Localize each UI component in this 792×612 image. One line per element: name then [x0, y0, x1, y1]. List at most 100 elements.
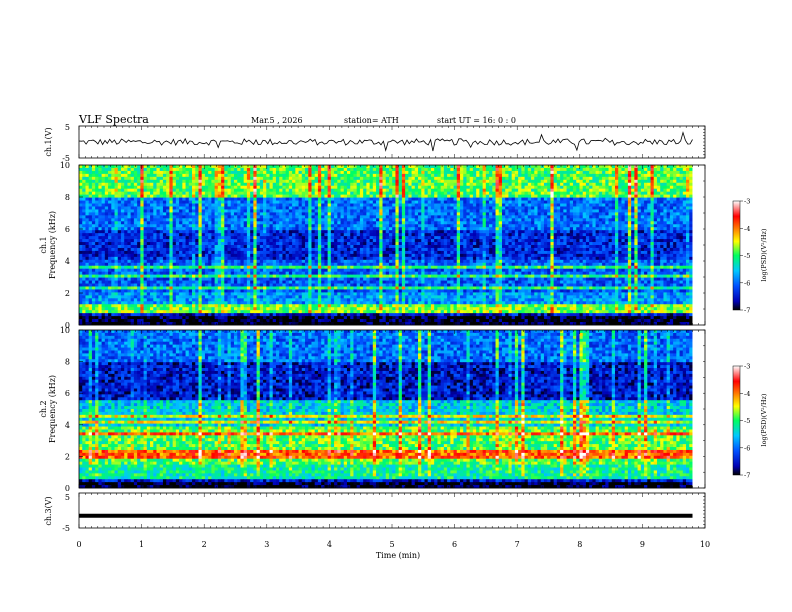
ch1-spectrogram-cell — [595, 176, 600, 181]
ch1-spectrogram-cell — [388, 203, 393, 207]
ch1-spectrogram-cell — [188, 209, 193, 213]
ch1-spectrogram-cell — [430, 236, 435, 240]
ch1-spectrogram-cell — [224, 221, 228, 225]
ch1-spectrogram-cell — [140, 170, 144, 175]
ch1-spectrogram-cell — [217, 191, 222, 196]
ch1-spectrogram-cell — [285, 212, 290, 216]
ch1-spectrogram-cell — [469, 203, 474, 207]
ch1-spectrogram-cell — [311, 221, 316, 225]
ch1-spectrogram-cell — [369, 218, 374, 222]
ch1-spectrogram-cell — [605, 179, 609, 184]
ch1-spectrogram-cell — [405, 176, 409, 181]
ch1-spectrogram-cell — [188, 167, 193, 172]
ch1-spectrogram-cell — [130, 167, 135, 172]
ch1-spectrogram-cell — [566, 230, 571, 234]
ch1-spectrogram-cell — [679, 230, 684, 234]
ch1-spectrogram-cell — [514, 188, 519, 193]
ch1-spectrogram-cell — [343, 170, 348, 175]
ch1-spectrogram-cell — [156, 206, 161, 210]
ch1-spectrogram-cell — [463, 165, 467, 169]
ch1-spectrogram-cell — [182, 185, 186, 190]
ch1-spectrogram-cell — [201, 227, 206, 231]
ch1-spectrogram-cell — [192, 165, 196, 169]
ch1-spectrogram-cell — [192, 197, 196, 201]
ch1-spectrogram-cell — [279, 221, 283, 225]
ch1-spectrogram-cell — [379, 170, 383, 175]
ch1-spectrogram-cell — [188, 188, 193, 193]
ch1-spectrogram-cell — [611, 221, 616, 225]
ch1-spectrogram-cell — [518, 221, 522, 225]
ch1-spectrogram-cell — [282, 191, 287, 196]
ch1-spectrogram-cell — [91, 233, 96, 237]
ch1-spectrogram-cell — [359, 209, 364, 213]
ch1-spectrogram-cell — [453, 191, 458, 196]
ch1-spectrogram-cell — [621, 176, 626, 181]
ch1-spectrogram-cell — [263, 215, 267, 219]
ch1-spectrogram-cell — [295, 218, 299, 222]
ch1-spectrogram-cell — [288, 182, 293, 187]
ch1-spectrogram-cell — [501, 173, 506, 178]
ch1-spectrogram-cell — [650, 176, 655, 181]
ch1-spectrogram-cell — [253, 200, 257, 204]
ch1-spectrogram-cell — [82, 179, 86, 184]
ch1-spectrogram-cell — [327, 176, 332, 181]
ch1-spectrogram-cell — [159, 212, 164, 216]
ch1-spectrogram-cell — [363, 224, 367, 228]
ch1-spectrogram-cell — [637, 197, 642, 201]
ch1-spectrogram-cell — [569, 191, 574, 196]
ch1-spectrogram-cell — [88, 230, 93, 234]
ch1-spectrogram-cell — [676, 179, 680, 184]
ch1-spectrogram-cell — [221, 218, 225, 222]
ch1-spectrogram-cell — [272, 212, 277, 216]
ch1-spectrogram-cell — [666, 167, 671, 172]
ch1-spectrogram-cell — [301, 236, 306, 240]
ch1-spectrogram-cell — [324, 227, 329, 231]
ch1-spectrogram-cell — [385, 173, 390, 178]
ch1-spectrogram-cell — [450, 179, 454, 184]
ch1-spectrogram-cell — [576, 227, 580, 231]
ch1-spectrogram-cell — [356, 227, 361, 231]
ch1-spectrogram-cell — [91, 215, 96, 219]
ch1-spectrogram-cell — [640, 227, 645, 231]
ch1-spectrogram-cell — [679, 233, 684, 237]
ch1-spectrogram-cell — [392, 209, 396, 213]
ch1-spectrogram-cell — [237, 227, 241, 231]
ch1-spectrogram-cell — [88, 233, 93, 237]
ch1-spectrogram-cell — [498, 209, 503, 213]
ch1-spectrogram-cell — [198, 233, 203, 237]
ch1-spectrogram-cell — [240, 203, 245, 207]
ch1-spectrogram-cell — [456, 173, 461, 178]
ch1-spectrogram-cell — [411, 206, 416, 210]
ch1-spectrogram-cell — [563, 224, 567, 228]
ch1-spectrogram-cell — [498, 185, 503, 190]
ch1-spectrogram-cell — [453, 218, 458, 222]
ch1-spectrogram-cell — [227, 194, 232, 198]
ch1-spectrogram-cell — [108, 215, 112, 219]
ch1-spectrogram-cell — [153, 173, 157, 178]
ch1-spectrogram-cell — [95, 215, 99, 219]
ch1-spectrogram-cell — [589, 165, 593, 169]
ch1-spectrogram-cell — [669, 194, 674, 198]
ch1-spectrogram-cell — [253, 212, 257, 216]
ch1-spectrogram-cell — [453, 233, 458, 237]
ch1-spectrogram-cell — [124, 215, 128, 219]
ch1-spectrogram-cell — [327, 203, 332, 207]
ch1-spectrogram-cell — [531, 191, 535, 196]
ch1-spectrogram-cell — [137, 165, 141, 169]
ch1-spectrogram-cell — [437, 200, 442, 204]
ch1-spectrogram-cell — [337, 233, 341, 237]
ch1-spectrogram-cell — [79, 165, 83, 169]
ch1-spectrogram-cell — [611, 227, 616, 231]
ch1-spectrogram-cell — [311, 203, 316, 207]
ch1-spectrogram-cell — [272, 200, 277, 204]
ch1-spectrogram-cell — [285, 203, 290, 207]
ch1-spectrogram-cell — [153, 185, 157, 190]
ch1-spectrogram-cell — [233, 233, 238, 237]
ch1-spectrogram-cell — [660, 176, 664, 181]
ch1-spectrogram-cell — [447, 218, 451, 222]
ch1-spectrogram-cell — [263, 167, 267, 172]
ch1-spectrogram-cell — [518, 200, 522, 204]
ch1-spectrogram-cell — [127, 209, 132, 213]
ch1-spectrogram-cell — [540, 236, 545, 240]
ch1-spectrogram-cell — [214, 191, 219, 196]
